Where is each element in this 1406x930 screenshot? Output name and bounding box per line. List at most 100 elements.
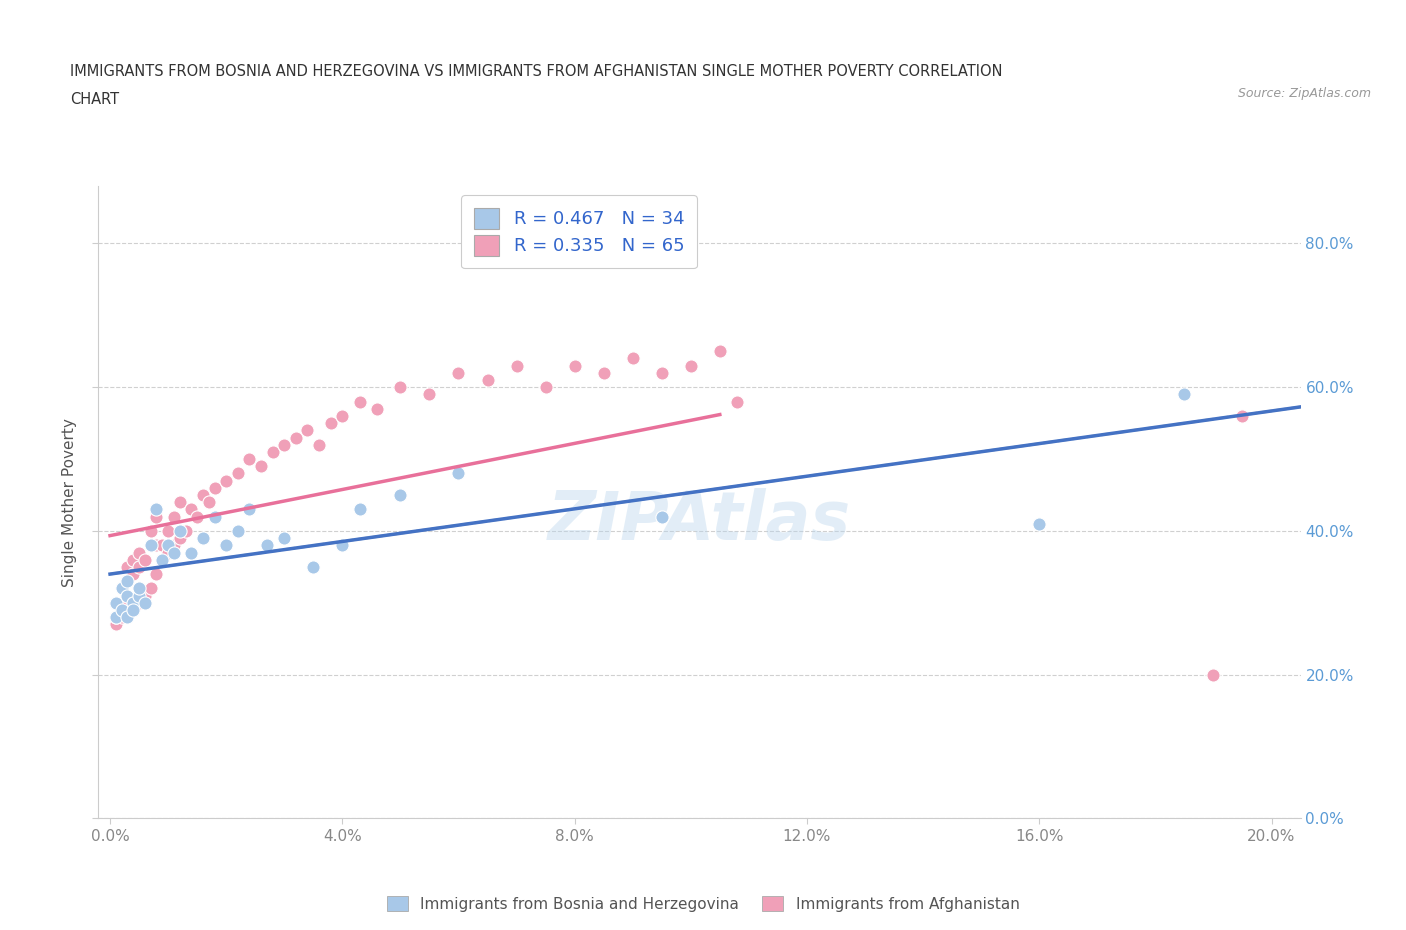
Point [621,351,644,365]
Point [651,509,673,524]
Point [134,588,156,603]
Text: IMMIGRANTS FROM BOSNIA AND HERZEGOVINA VS IMMIGRANTS FROM AFGHANISTAN SINGLE MOT: IMMIGRANTS FROM BOSNIA AND HERZEGOVINA V… [70,64,1002,79]
Point [139,538,162,552]
Point [238,452,260,467]
Point [157,538,180,552]
Point [139,538,162,552]
Point [139,524,162,538]
Point [302,560,325,575]
Legend: R = 0.467   N = 34, R = 0.335   N = 65: R = 0.467 N = 34, R = 0.335 N = 65 [461,195,697,269]
Point [128,560,150,575]
Point [139,581,162,596]
Point [250,458,273,473]
Point [215,538,238,552]
Point [145,566,167,581]
Point [204,481,226,496]
Point [534,379,557,394]
Point [273,531,295,546]
Point [122,595,145,610]
Point [215,473,238,488]
Point [1232,408,1254,423]
Point [122,603,145,618]
Point [564,358,586,373]
Point [150,538,173,552]
Point [226,466,249,481]
Text: Source: ZipAtlas.com: Source: ZipAtlas.com [1237,87,1371,100]
Point [117,595,139,610]
Point [145,538,167,552]
Point [134,552,156,567]
Point [226,524,249,538]
Point [447,466,470,481]
Point [679,358,702,373]
Y-axis label: Single Mother Poverty: Single Mother Poverty [62,418,77,587]
Point [128,595,150,610]
Point [145,502,167,517]
Point [319,416,342,431]
Point [1028,516,1050,531]
Point [308,437,330,452]
Point [104,610,127,625]
Point [262,445,284,459]
Point [180,545,202,560]
Point [709,344,731,359]
Point [163,545,186,560]
Legend: Immigrants from Bosnia and Herzegovina, Immigrants from Afghanistan: Immigrants from Bosnia and Herzegovina, … [381,889,1025,918]
Point [197,495,219,510]
Point [169,524,191,538]
Point [477,373,499,388]
Point [297,423,319,438]
Point [191,531,214,546]
Point [122,566,145,581]
Point [592,365,614,380]
Point [169,531,191,546]
Point [505,358,527,373]
Point [256,538,278,552]
Point [418,387,440,402]
Point [128,581,150,596]
Point [128,588,150,603]
Text: ZIPAtlas: ZIPAtlas [548,488,851,554]
Point [1173,387,1195,402]
Point [117,574,139,589]
Point [122,552,145,567]
Point [191,487,214,502]
Point [651,365,673,380]
Point [117,588,139,603]
Point [330,538,353,552]
Point [349,502,371,517]
Point [157,524,180,538]
Point [163,538,186,552]
Point [128,545,150,560]
Point [111,610,134,625]
Point [180,502,202,517]
Point [150,552,173,567]
Point [117,574,139,589]
Point [1202,667,1225,682]
Point [150,552,173,567]
Point [157,545,180,560]
Text: CHART: CHART [70,92,120,107]
Point [349,394,371,409]
Point [111,603,134,618]
Point [366,402,388,417]
Point [389,379,412,394]
Point [174,524,197,538]
Point [447,365,470,380]
Point [238,502,260,517]
Point [104,595,127,610]
Point [273,437,295,452]
Point [117,610,139,625]
Point [111,603,134,618]
Point [104,610,127,625]
Point [145,509,167,524]
Point [204,509,226,524]
Point [134,595,156,610]
Point [122,603,145,618]
Point [104,617,127,631]
Point [389,487,412,502]
Point [284,430,307,445]
Point [111,581,134,596]
Point [111,581,134,596]
Point [186,509,208,524]
